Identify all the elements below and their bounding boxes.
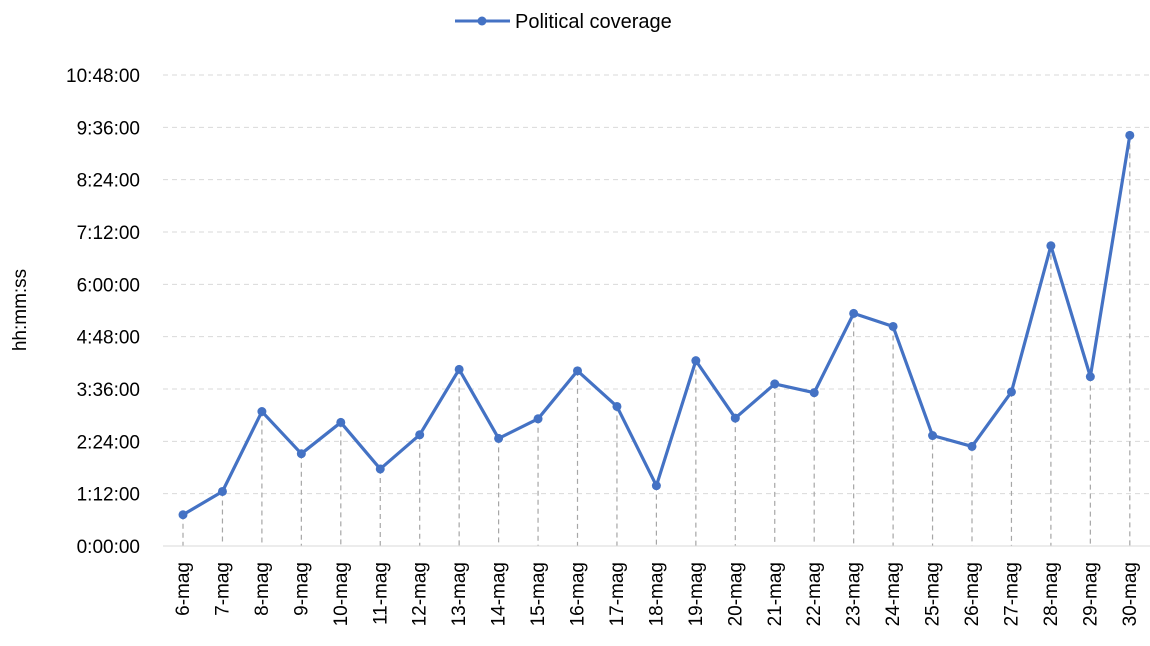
- x-tick-label: 28-mag: [1041, 562, 1062, 626]
- data-point: [809, 388, 819, 398]
- y-tick-label: 4:48:00: [77, 328, 140, 349]
- x-tick-label: 24-mag: [883, 562, 904, 626]
- y-tick-label: 8:24:00: [77, 171, 140, 192]
- data-point: [415, 430, 425, 440]
- series-political-coverage: [178, 130, 1135, 520]
- x-axis-ticks: 6-mag 7-mag 8-mag 9-mag 10-mag 11-mag 12-mag 13…: [173, 562, 1141, 626]
- data-point: [691, 356, 701, 366]
- y-tick-label: 1:12:00: [77, 485, 140, 506]
- data-point: [1085, 372, 1095, 382]
- x-tick-label: 11-mag: [370, 562, 391, 625]
- y-axis-ticks: 0:00:00 1:12:00 2:24:00 3:36:00 4:48:00 6:00:…: [66, 66, 140, 558]
- x-tick-label: 26-mag: [962, 562, 983, 626]
- legend-marker-swatch: [477, 16, 487, 26]
- data-point: [494, 433, 504, 443]
- x-tick-label: 10-mag: [331, 562, 352, 626]
- data-point: [1006, 387, 1016, 397]
- data-point: [257, 407, 267, 417]
- x-tick-label: 6-mag: [173, 562, 194, 616]
- x-tick-label: 21-mag: [765, 562, 786, 626]
- data-point: [336, 417, 346, 427]
- x-tick-label: 17-mag: [607, 562, 628, 626]
- data-point: [178, 510, 188, 520]
- x-tick-label: 30-mag: [1120, 562, 1141, 626]
- drop-lines: [182, 135, 1131, 546]
- x-tick-label: 18-mag: [646, 562, 667, 626]
- y-tick-label: 2:24:00: [77, 432, 140, 453]
- x-tick-label: 23-mag: [844, 562, 865, 626]
- data-point: [888, 321, 898, 331]
- legend: Political coverage: [455, 11, 672, 33]
- data-point: [730, 413, 740, 423]
- data-point: [573, 366, 582, 376]
- y-tick-label: 0:00:00: [77, 537, 140, 558]
- x-tick-label: 12-mag: [410, 562, 431, 626]
- data-point: [375, 464, 385, 474]
- y-tick-label: 9:36:00: [77, 118, 140, 139]
- data-point: [1125, 130, 1135, 140]
- data-point: [1046, 241, 1056, 251]
- x-tick-label: 15-mag: [528, 562, 549, 626]
- y-tick-label: 10:48:00: [66, 66, 140, 87]
- data-point: [849, 308, 859, 318]
- x-tick-label: 29-mag: [1080, 562, 1101, 626]
- x-tick-label: 16-mag: [568, 562, 589, 626]
- data-point: [217, 486, 227, 496]
- x-tick-label: 7-mag: [212, 562, 233, 616]
- data-point: [533, 414, 543, 424]
- data-point: [651, 481, 661, 491]
- data-point: [928, 431, 938, 441]
- data-point: [454, 364, 464, 374]
- x-tick-label: 27-mag: [1001, 562, 1022, 626]
- x-tick-label: 14-mag: [489, 562, 510, 626]
- data-point: [967, 441, 977, 451]
- gridlines: [163, 74, 1150, 495]
- data-point: [612, 401, 622, 411]
- x-tick-label: 25-mag: [923, 562, 944, 626]
- x-tick-label: 20-mag: [725, 562, 746, 626]
- x-tick-label: 19-mag: [686, 562, 707, 626]
- x-tick-label: 13-mag: [449, 562, 470, 626]
- data-point: [770, 379, 780, 389]
- y-tick-label: 7:12:00: [77, 223, 140, 244]
- series-line: [182, 135, 1132, 517]
- y-axis-title: hh:mm:ss: [10, 269, 31, 351]
- legend-label: Political coverage: [515, 11, 672, 33]
- y-tick-label: 6:00:00: [77, 275, 140, 296]
- x-tick-label: 8-mag: [252, 562, 273, 616]
- x-tick-label: 9-mag: [291, 562, 312, 616]
- x-tick-label: 22-mag: [804, 562, 825, 626]
- y-tick-label: 3:36:00: [77, 380, 140, 401]
- data-point: [296, 449, 306, 459]
